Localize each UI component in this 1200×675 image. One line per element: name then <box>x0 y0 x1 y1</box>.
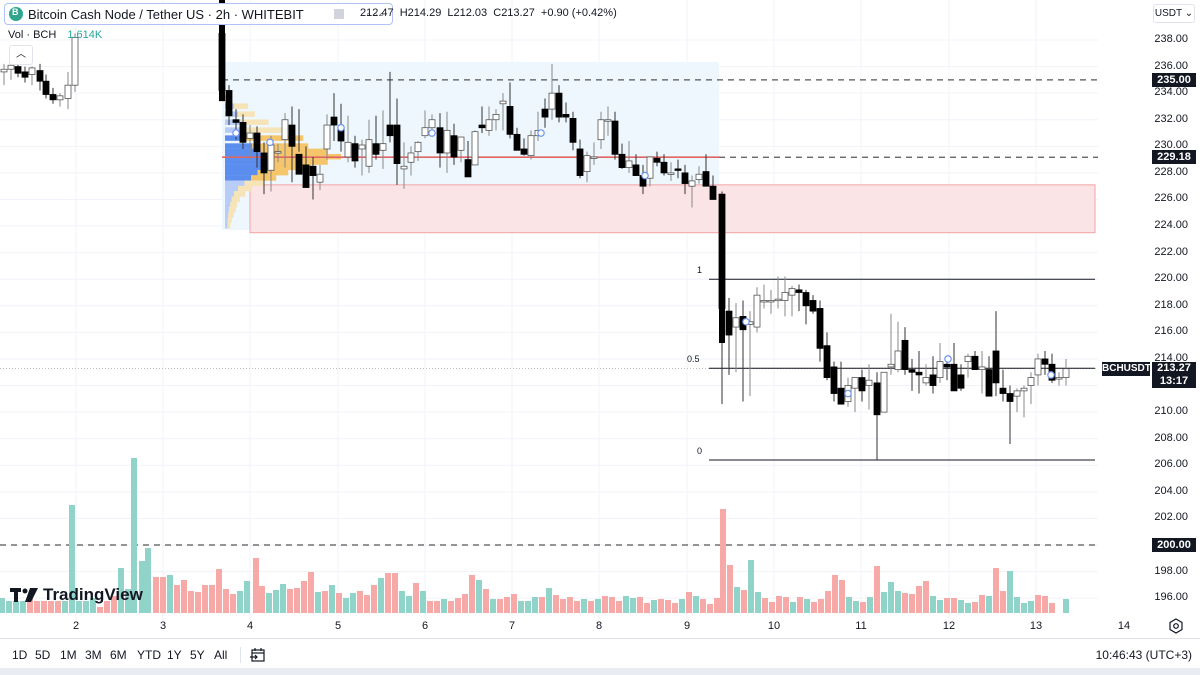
collapse-legend-button[interactable]: ︿ <box>9 45 33 65</box>
time-tick: 11 <box>855 620 867 632</box>
candlesticks[interactable] <box>0 0 1070 460</box>
tradingview-logo-text: TradingView <box>43 585 143 604</box>
price-tick: 208.00 <box>1154 431 1188 444</box>
volume-bars <box>0 458 1069 613</box>
price-tick: 228.00 <box>1154 165 1188 178</box>
clock-timezone[interactable]: 10:46:43 (UTC+3) <box>1095 648 1192 662</box>
time-axis[interactable]: 2 3 4 5 6 7 8 9 10 11 12 13 14 <box>0 614 1200 638</box>
price-tick: 234.00 <box>1154 86 1188 99</box>
range-button-5d[interactable]: 5D <box>35 648 51 662</box>
time-tick: 9 <box>683 620 691 632</box>
price-tick: 214.00 <box>1154 351 1188 364</box>
volume-legend[interactable]: Vol · BCH 1.614K <box>8 29 102 41</box>
bottom-toolbar: 1D 5D 1M 3M 6M YTD 1Y 5Y All 10:46:43 (UTC+3) <box>0 638 1200 669</box>
bottom-strip <box>0 668 1200 675</box>
time-tick: 13 <box>1029 620 1043 632</box>
fib-level-label: 1 <box>697 265 703 276</box>
price-level-label[interactable]: 235.00 <box>1152 72 1196 87</box>
volume-label: Vol · BCH <box>8 29 57 41</box>
chart-pane[interactable]: B Bitcoin Cash Node / Tether US · 2h · W… <box>0 0 1098 622</box>
price-tick: 224.00 <box>1154 219 1188 232</box>
support-zone[interactable] <box>249 184 1096 234</box>
event-marker-icon[interactable] <box>844 389 852 398</box>
ohlc-low: L212.03 <box>447 7 488 19</box>
chevron-up-icon: ︿ <box>16 49 26 60</box>
time-tick: 7 <box>508 620 516 632</box>
time-tick: 3 <box>159 620 167 632</box>
price-tick: 204.00 <box>1154 484 1188 497</box>
price-level-label[interactable]: 200.00 <box>1152 538 1196 553</box>
price-tick: 232.00 <box>1154 112 1188 125</box>
price-level-label[interactable]: 229.18 <box>1152 150 1196 165</box>
event-marker-icon[interactable] <box>742 317 750 326</box>
ellipsis-icon[interactable]: ∘∘∘ <box>365 8 386 19</box>
time-tick: 12 <box>942 620 956 632</box>
range-button-5y[interactable]: 5Y <box>190 648 205 662</box>
time-tick: 14 <box>1117 620 1131 632</box>
price-chart-canvas[interactable] <box>0 0 1098 622</box>
price-tick: 206.00 <box>1154 458 1188 471</box>
event-marker-icon[interactable] <box>266 138 274 147</box>
price-tick: 222.00 <box>1154 245 1188 258</box>
volume-value: 1.614K <box>67 29 103 41</box>
event-marker-icon[interactable] <box>428 129 436 137</box>
time-tick: 4 <box>246 620 254 632</box>
time-tick: 6 <box>421 620 429 632</box>
time-tick: 5 <box>334 620 342 632</box>
chevron-down-icon: ⌄ <box>1184 8 1194 19</box>
price-tick: 202.00 <box>1154 511 1188 524</box>
range-button-1m[interactable]: 1M <box>60 648 77 662</box>
range-button-ytd[interactable]: YTD <box>137 648 161 662</box>
price-tick: 220.00 <box>1154 272 1188 285</box>
symbol-legend[interactable]: B Bitcoin Cash Node / Tether US · 2h · W… <box>4 3 393 25</box>
ohlc-change: +0.90 (+0.42%) <box>540 7 617 19</box>
price-axis[interactable]: USDT ⌄ 238.00 236.00 234.00 232.00 230.00 228… <box>1098 0 1200 622</box>
symbol-title: Bitcoin Cash Node / Tether US · 2h · WHI… <box>28 6 304 22</box>
event-marker-icon[interactable] <box>232 129 240 137</box>
range-button-1y[interactable]: 1Y <box>167 648 182 662</box>
last-price: 213.27 <box>1157 361 1191 374</box>
range-button-6m[interactable]: 6M <box>110 648 127 662</box>
flag-icon[interactable] <box>333 9 344 19</box>
price-tick: 230.00 <box>1154 139 1188 152</box>
price-tick: 196.00 <box>1154 591 1188 604</box>
bch-coin-icon: B <box>9 7 23 21</box>
range-button-all[interactable]: All <box>214 648 228 662</box>
event-marker-icon[interactable] <box>641 171 649 180</box>
tradingview-logo-icon <box>10 588 38 602</box>
toolbar-divider <box>240 647 241 663</box>
ohlc-open: 212.47 <box>360 7 394 19</box>
event-marker-icon[interactable] <box>944 355 952 363</box>
price-tick: 236.00 <box>1154 59 1188 72</box>
time-tick: 10 <box>767 620 781 632</box>
symbol-price-tag[interactable]: BCHUSDT <box>1102 361 1151 376</box>
price-tick: 198.00 <box>1154 564 1188 577</box>
bar-countdown: 13:17 <box>1159 374 1189 387</box>
fib-level-label: 0 <box>697 445 703 456</box>
fib-level-label: 0.5 <box>687 354 700 365</box>
price-tick: 226.00 <box>1154 192 1188 205</box>
last-price-tag[interactable]: 213.27 13:17 <box>1152 361 1196 388</box>
event-marker-icon[interactable] <box>1047 371 1055 379</box>
ohlc-high: H214.29 <box>399 7 442 19</box>
time-tick: 8 <box>595 620 603 632</box>
tradingview-logo[interactable]: TradingView <box>10 585 143 605</box>
currency-label: USDT <box>1154 8 1182 19</box>
settings-icon[interactable] <box>1168 618 1184 634</box>
price-tick: 216.00 <box>1154 325 1188 338</box>
go-to-date-icon[interactable] <box>249 646 267 664</box>
range-button-3m[interactable]: 3M <box>85 648 102 662</box>
event-marker-icon[interactable] <box>337 123 345 132</box>
range-button-1d[interactable]: 1D <box>12 648 28 662</box>
ohlc-close: C213.27 <box>493 7 535 19</box>
price-tick: 210.00 <box>1154 405 1188 418</box>
ohlc-values: 212.47 H214.29 L212.03 C213.27 +0.90 (+0… <box>360 7 617 19</box>
event-marker-icon[interactable] <box>537 129 545 137</box>
price-tick: 218.00 <box>1154 298 1188 311</box>
time-tick: 2 <box>72 620 80 632</box>
price-tick: 238.00 <box>1154 33 1188 45</box>
currency-selector[interactable]: USDT ⌄ <box>1153 4 1195 23</box>
